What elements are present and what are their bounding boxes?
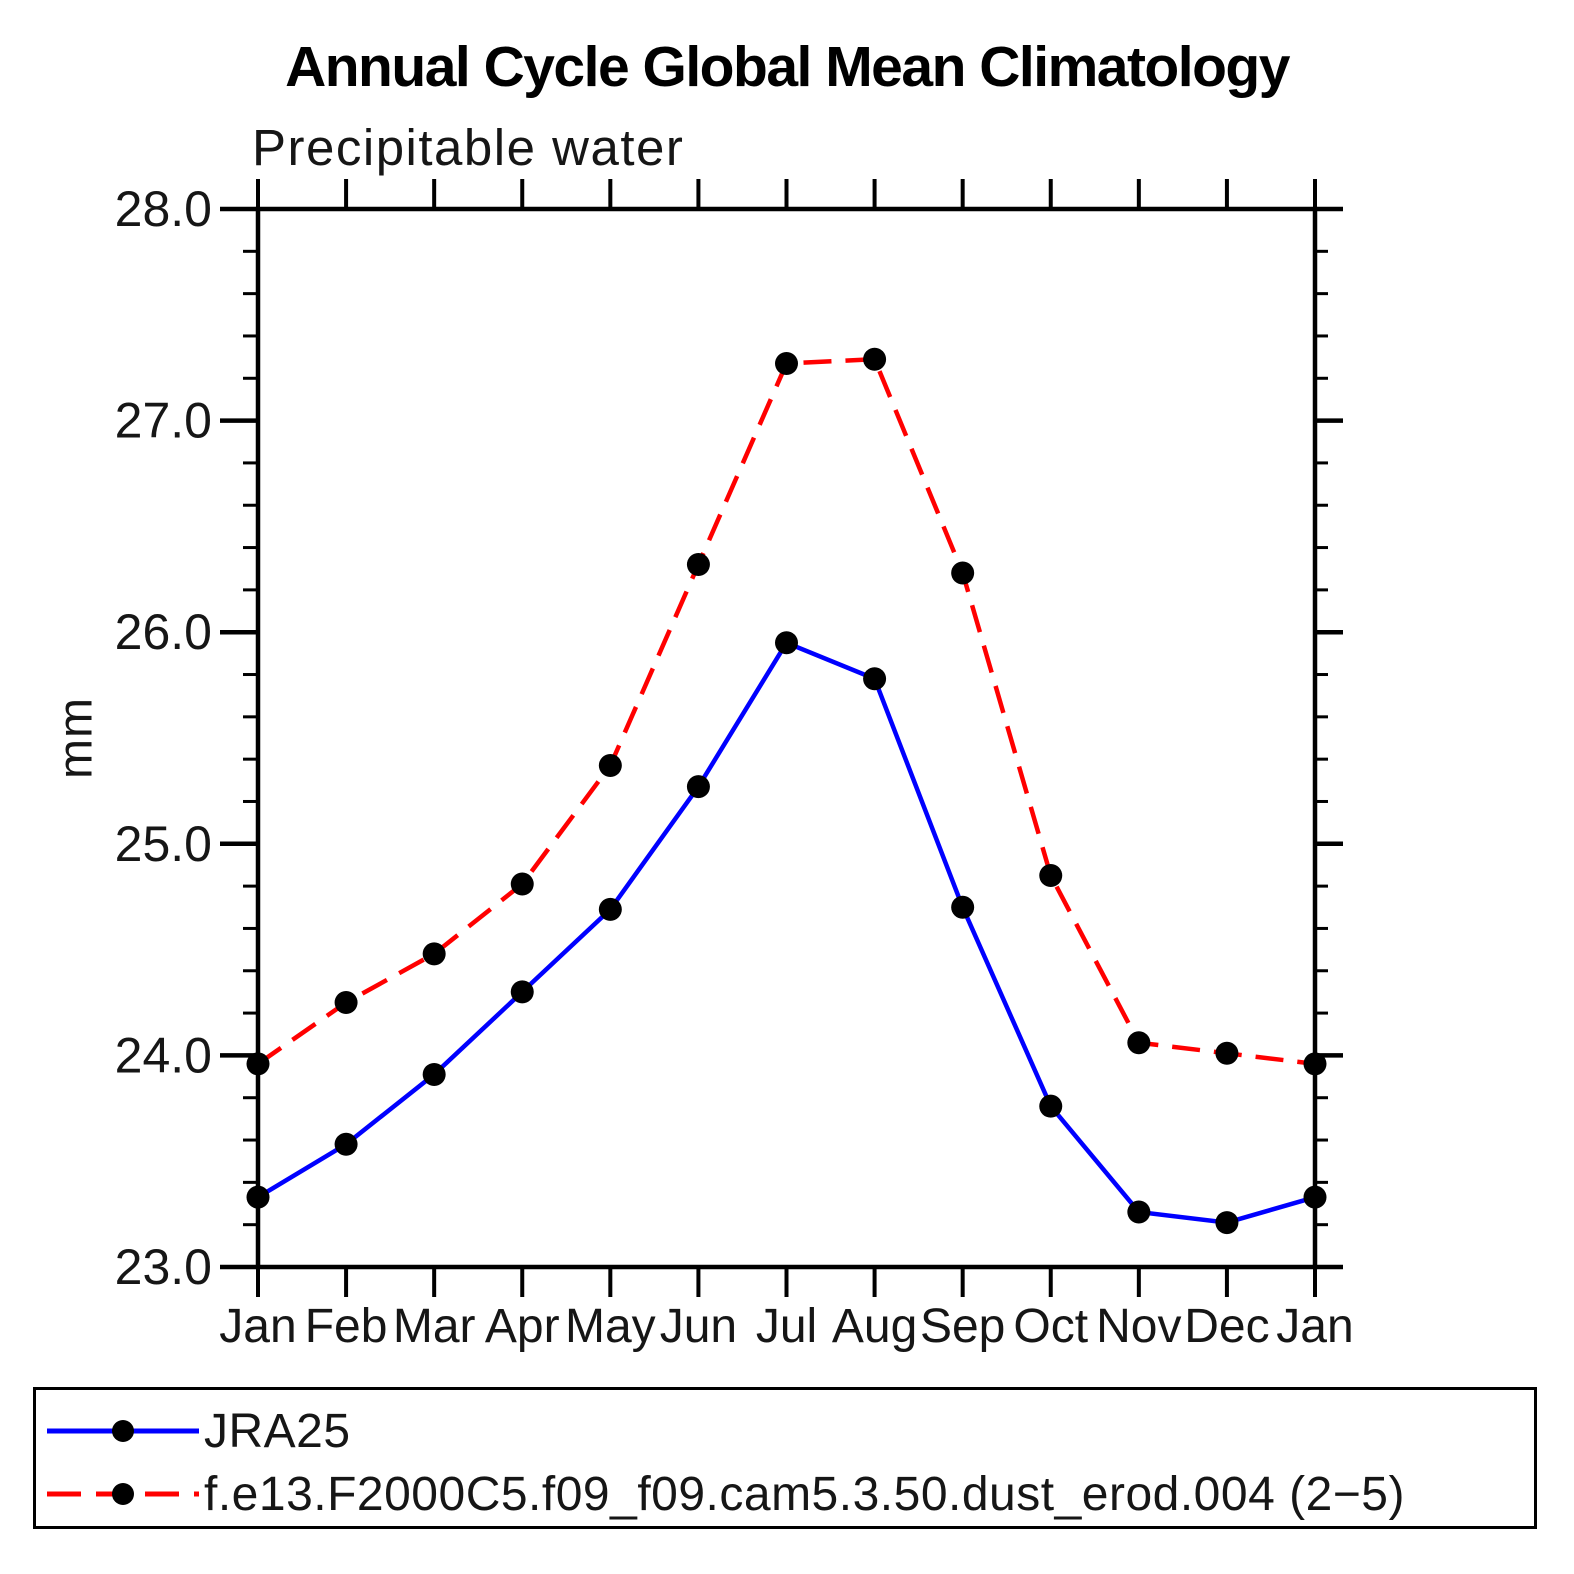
series-line-0 xyxy=(256,639,1316,1225)
data-point-s0 xyxy=(510,980,534,1004)
legend-item-model-run: f.e13.F2000C5.f09_f09.cam5.3.50.dust_ero… xyxy=(44,1468,1405,1521)
x-tick-label: Jul xyxy=(756,1300,817,1353)
chart-subtitle: Precipitable water xyxy=(252,119,685,176)
data-point-s0 xyxy=(775,631,798,655)
data-point-s1 xyxy=(422,942,446,966)
x-tick-label: Feb xyxy=(305,1300,388,1353)
data-point-s1 xyxy=(334,991,358,1014)
data-point-s0 xyxy=(1303,1185,1327,1209)
y-tick-label: 24.0 xyxy=(115,1027,212,1083)
x-tick-label: Sep xyxy=(920,1300,1005,1353)
legend-swatch-solid-line xyxy=(47,1420,199,1442)
x-tick-label: May xyxy=(565,1300,656,1353)
data-point-s0 xyxy=(422,1062,446,1086)
data-point-s0 xyxy=(1127,1200,1151,1224)
data-point-s0 xyxy=(951,895,975,919)
data-point-s0 xyxy=(686,775,710,799)
data-point-s0 xyxy=(598,897,622,921)
legend-swatch-dashed-line xyxy=(47,1483,199,1505)
data-point-s1 xyxy=(598,754,622,778)
data-point-s1 xyxy=(775,351,798,375)
x-tick-label: Aug xyxy=(832,1300,917,1353)
data-point-s0 xyxy=(1039,1094,1063,1118)
data-point-s0 xyxy=(1215,1211,1239,1235)
data-point-s1 xyxy=(1215,1041,1239,1065)
data-point-s1 xyxy=(1039,864,1063,888)
x-tick-label: Jun xyxy=(660,1300,737,1353)
y-tick-label: 25.0 xyxy=(115,816,212,872)
legend-item-jra25: JRA25 xyxy=(44,1405,351,1458)
x-tick-label: Jan xyxy=(1276,1300,1353,1353)
x-tick-label: Nov xyxy=(1096,1300,1181,1353)
x-tick-label: Oct xyxy=(1013,1300,1088,1353)
data-point-s1 xyxy=(686,552,710,576)
data-point-s1 xyxy=(863,347,887,371)
legend-box: JRA25 f.e13.F2000C5.f09_f09.cam5.3.50.du… xyxy=(33,1387,1537,1529)
data-point-s1 xyxy=(951,561,975,585)
chart-title: Annual Cycle Global Mean Climatology xyxy=(285,35,1290,99)
data-point-s0 xyxy=(246,1185,270,1209)
y-tick-label: 26.0 xyxy=(115,604,212,660)
legend-label-jra25: JRA25 xyxy=(204,1404,351,1458)
data-point-s1 xyxy=(1127,1031,1151,1055)
y-tick-label: 27.0 xyxy=(115,393,212,449)
x-tick-label: Jan xyxy=(219,1300,296,1353)
legend-label-model-run: f.e13.F2000C5.f09_f09.cam5.3.50.dust_ero… xyxy=(204,1467,1405,1521)
x-tick-label: Apr xyxy=(485,1300,560,1353)
data-point-s1 xyxy=(1303,1052,1327,1076)
x-tick-label: Mar xyxy=(393,1300,476,1353)
data-point-s1 xyxy=(246,1052,270,1076)
series-line-1 xyxy=(256,356,1316,1067)
data-point-s1 xyxy=(510,872,534,896)
data-point-s0 xyxy=(334,1132,358,1156)
y-tick-label: 23.0 xyxy=(115,1239,212,1295)
y-tick-label: 28.0 xyxy=(115,181,212,237)
data-point-s0 xyxy=(863,667,887,691)
x-tick-label: Dec xyxy=(1184,1300,1269,1353)
